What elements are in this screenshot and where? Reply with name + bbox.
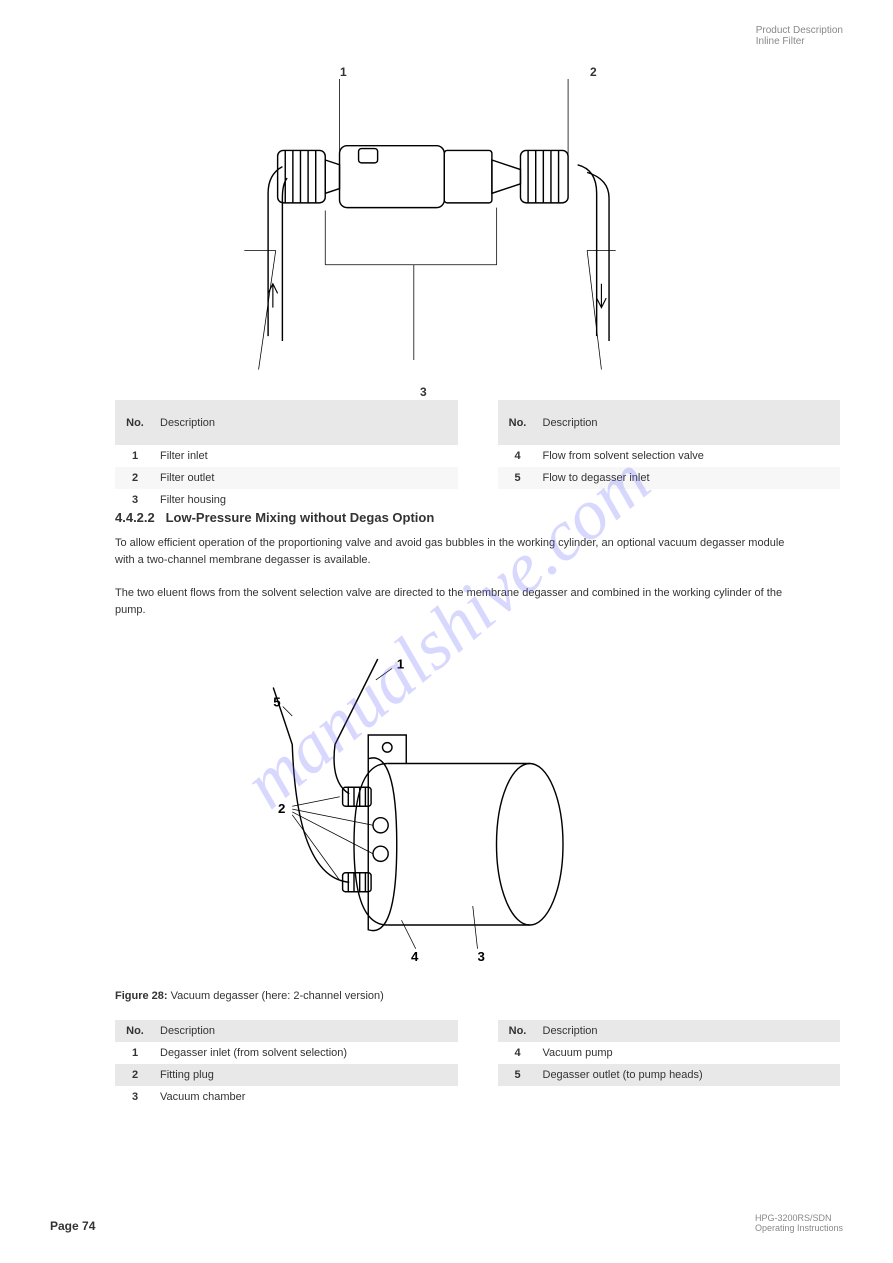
- legend-desc: Degasser inlet (from solvent selection): [155, 1047, 458, 1059]
- legend-num-header: No.: [115, 1025, 155, 1037]
- legend-num: 4: [498, 450, 538, 462]
- section-title-text: Low-Pressure Mixing without Degas Option: [166, 510, 435, 525]
- legend-num-header: No.: [498, 417, 538, 429]
- table-row: 4 Flow from solvent selection valve: [498, 445, 841, 467]
- legend-num: 5: [498, 472, 538, 484]
- legend-col-left: No. Description 1 Degasser inlet (from s…: [115, 1020, 458, 1108]
- footer-text: HPG-3200RS/SDN Operating Instructions: [755, 1213, 843, 1233]
- body-paragraph-1: To allow efficient operation of the prop…: [115, 535, 795, 568]
- page-number: Page 74: [50, 1219, 95, 1233]
- legend-table-lower: No. Description 1 Degasser inlet (from s…: [115, 1020, 840, 1108]
- legend-desc: Flow from solvent selection valve: [538, 450, 841, 462]
- table-header: No. Description: [498, 1020, 841, 1042]
- legend-desc-header: Description: [538, 417, 841, 429]
- figure-caption: Figure 28: Vacuum degasser (here: 2-chan…: [115, 990, 384, 1002]
- table-header: No. Description: [498, 400, 841, 445]
- callout-1: 1: [340, 65, 347, 79]
- fig2-callout-4: 4: [411, 949, 419, 963]
- degasser-diagram: 1 5 2 4 3: [240, 640, 620, 963]
- legend-desc-header: Description: [538, 1025, 841, 1037]
- legend-col-left: No. Description 1 Filter inlet 2 Filter …: [115, 400, 458, 511]
- table-row: 1 Degasser inlet (from solvent selection…: [115, 1042, 458, 1064]
- legend-desc: Filter outlet: [155, 472, 458, 484]
- table-row: 4 Vacuum pump: [498, 1042, 841, 1064]
- body-paragraph-2: The two eluent flows from the solvent se…: [115, 585, 795, 618]
- fig2-callout-2: 2: [278, 801, 285, 816]
- legend-num: 3: [115, 1091, 155, 1103]
- table-row: 2 Fitting plug: [115, 1064, 458, 1086]
- legend-desc: Filter housing: [155, 494, 458, 506]
- legend-num-header: No.: [498, 1025, 538, 1037]
- legend-desc: Degasser outlet (to pump heads): [538, 1069, 841, 1081]
- legend-num: 4: [498, 1047, 538, 1059]
- legend-num-header: No.: [115, 417, 155, 429]
- table-header: No. Description: [115, 1020, 458, 1042]
- legend-num: 2: [115, 1069, 155, 1081]
- legend-num: 2: [115, 472, 155, 484]
- caption-text: Vacuum degasser (here: 2-channel version…: [171, 990, 384, 1002]
- legend-col-right: No. Description 4 Vacuum pump 5 Degasser…: [498, 1020, 841, 1108]
- legend-desc-header: Description: [155, 417, 458, 429]
- legend-desc: Fitting plug: [155, 1069, 458, 1081]
- table-row: 1 Filter inlet: [115, 445, 458, 467]
- page-header: Product Description Inline Filter: [756, 25, 843, 47]
- legend-num: 5: [498, 1069, 538, 1081]
- legend-desc: Vacuum chamber: [155, 1091, 458, 1103]
- legend-desc: Vacuum pump: [538, 1047, 841, 1059]
- callout-2: 2: [590, 65, 597, 79]
- section-number: 4.4.2.2: [115, 510, 155, 525]
- table-row: 3 Filter housing: [115, 489, 458, 511]
- table-row: 5 Flow to degasser inlet: [498, 467, 841, 489]
- table-header: No. Description: [115, 400, 458, 445]
- table-row: 5 Degasser outlet (to pump heads): [498, 1064, 841, 1086]
- callout-3: 3: [420, 385, 427, 399]
- table-row: 3 Vacuum chamber: [115, 1086, 458, 1108]
- caption-label: Figure 28:: [115, 990, 168, 1002]
- footer-product: HPG-3200RS/SDN: [755, 1213, 832, 1223]
- section-heading: 4.4.2.2 Low-Pressure Mixing without Dega…: [115, 510, 434, 525]
- figure-inline-filter: 1 2 3 4 5: [230, 60, 630, 406]
- legend-desc: Filter inlet: [155, 450, 458, 462]
- section-label: Inline Filter: [756, 36, 805, 47]
- legend-num: 1: [115, 450, 155, 462]
- legend-num: 1: [115, 1047, 155, 1059]
- inline-filter-diagram: [230, 60, 630, 403]
- fig2-callout-1: 1: [397, 657, 405, 672]
- legend-num: 3: [115, 494, 155, 506]
- fig2-callout-5: 5: [273, 695, 281, 710]
- legend-desc-header: Description: [155, 1025, 458, 1037]
- legend-desc: Flow to degasser inlet: [538, 472, 841, 484]
- fig2-callout-3: 3: [478, 949, 485, 963]
- footer-doc: Operating Instructions: [755, 1223, 843, 1233]
- legend-table-upper: No. Description 1 Filter inlet 2 Filter …: [115, 400, 840, 511]
- figure-degasser: 1 5 2 4 3: [240, 640, 620, 966]
- table-row: 2 Filter outlet: [115, 467, 458, 489]
- chapter-label: Product Description: [756, 25, 843, 36]
- legend-col-right: No. Description 4 Flow from solvent sele…: [498, 400, 841, 511]
